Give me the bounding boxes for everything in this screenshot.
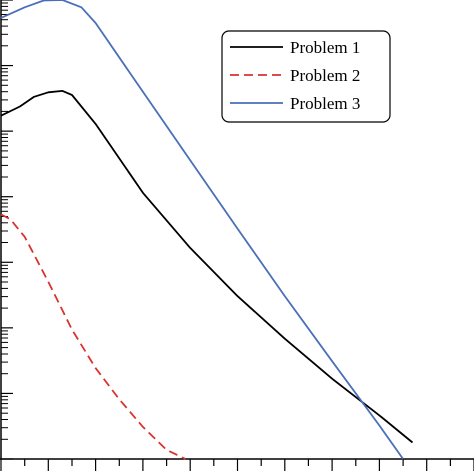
legend: Problem 1 Problem 2 Problem 3 <box>221 30 391 123</box>
series-line-problem-1 <box>0 90 414 444</box>
legend-label-problem-1: Problem 1 <box>290 38 360 57</box>
series-line-problem-2 <box>0 213 186 460</box>
series-layer <box>0 0 414 460</box>
legend-label-problem-3: Problem 3 <box>290 94 360 113</box>
y-axis-ticks <box>1 0 13 460</box>
legend-label-problem-2: Problem 2 <box>290 66 360 85</box>
legend-box <box>221 30 391 123</box>
x-axis-ticks <box>0 459 474 471</box>
series-line-problem-3 <box>0 0 404 460</box>
